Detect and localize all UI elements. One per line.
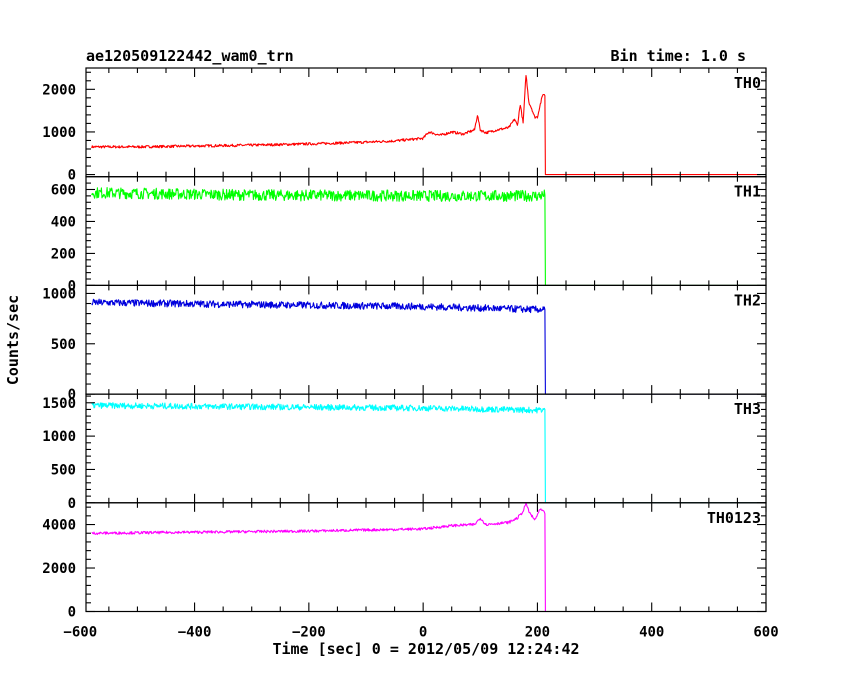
panel-th0123: 0 2000 4000 TH0123: [42, 502, 767, 621]
x-tick-label: −200: [292, 625, 326, 641]
y-tick-label: 400: [51, 214, 76, 230]
y-tick-label: 2000: [42, 82, 76, 98]
x-axis-label: Time [sec] 0 = 2012/05/09 12:24:42: [272, 640, 579, 658]
y-tick-label: 0: [68, 496, 76, 512]
x-tick-label: −600: [63, 625, 97, 641]
x-tick-label: −400: [178, 625, 212, 641]
chart-title: ae120509122442_wam0_trn: [86, 47, 294, 65]
y-tick-label: 0: [68, 605, 76, 621]
panel-label-th1: TH1: [734, 183, 761, 201]
series-line-th2: [91, 298, 761, 395]
bin-time-label: Bin time: 1.0 s: [611, 47, 746, 65]
y-tick-label: 1000: [42, 125, 76, 141]
y-tick-label: 2000: [42, 561, 76, 577]
series-line-th1: [91, 187, 761, 286]
y-tick-label: 500: [51, 462, 76, 478]
panel-frame: [85, 67, 767, 178]
panel-th2: 0 500 1000 TH2: [42, 284, 767, 403]
panel-label-th0: TH0: [734, 74, 761, 92]
y-tick-label: 4000: [42, 518, 76, 534]
x-tick-label: 600: [753, 625, 778, 641]
panel-frame: [85, 502, 767, 613]
panel-frame: [85, 284, 767, 395]
panel-label-th0123: TH0123: [707, 509, 761, 527]
y-tick-label: 200: [51, 246, 76, 262]
panel-th3: 0 500 1000 1500 TH3: [42, 393, 767, 512]
x-tick-label: 0: [419, 625, 427, 641]
x-tick-label: 400: [639, 625, 664, 641]
y-tick-label: 1000: [42, 286, 76, 302]
y-tick-label: 0: [68, 278, 76, 294]
panel-label-th2: TH2: [734, 291, 761, 309]
y-tick-label: 500: [51, 337, 76, 353]
y-tick-label: 1000: [42, 429, 76, 445]
y-tick-label: 0: [68, 168, 76, 184]
series-line-th3: [91, 401, 761, 504]
y-tick-label: 1500: [42, 396, 76, 412]
x-axis: −600 −400 −200 0 200 400 600: [63, 625, 778, 641]
panel-th1: 0 200 400 600 TH1: [51, 176, 767, 294]
series-line-th0123: [91, 502, 761, 613]
panel-th0: 0 1000 2000 TH0: [42, 67, 767, 184]
series-line-th0: [91, 74, 761, 176]
panel-label-th3: TH3: [734, 400, 761, 418]
y-tick-label: 600: [51, 182, 76, 198]
y-tick-label: 0: [68, 387, 76, 403]
x-tick-label: 200: [525, 625, 550, 641]
y-axis-label: Counts/sec: [4, 295, 22, 385]
